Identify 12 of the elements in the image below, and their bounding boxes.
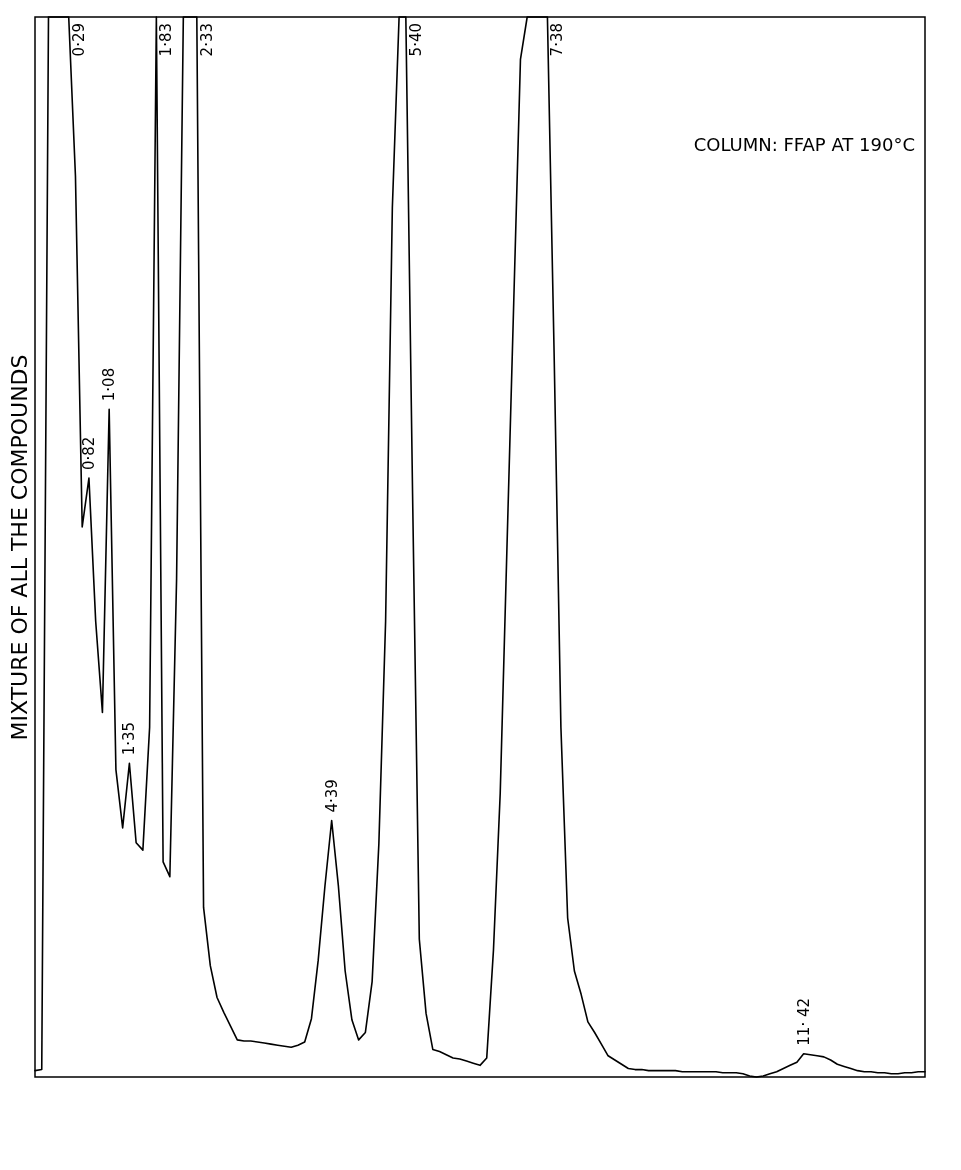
annotation: 1·83 [157,23,176,57]
y-axis-title: MIXTURE OF ALL THE COMPOUNDS [6,354,32,741]
annotation: 1·08 [100,367,119,402]
annotation: 11· 42 [794,997,813,1046]
annotation: 0·82 [79,436,98,471]
annotation: 5·40 [406,23,425,57]
annotation: 4·39 [322,779,341,813]
annotation: 0·29 [69,23,88,57]
annotation: 1·35 [120,721,139,756]
annotation: 7·38 [548,23,567,57]
annotation: COLUMN: FFAP AT 190°C [693,134,915,155]
annotation: 2·33 [197,23,216,57]
